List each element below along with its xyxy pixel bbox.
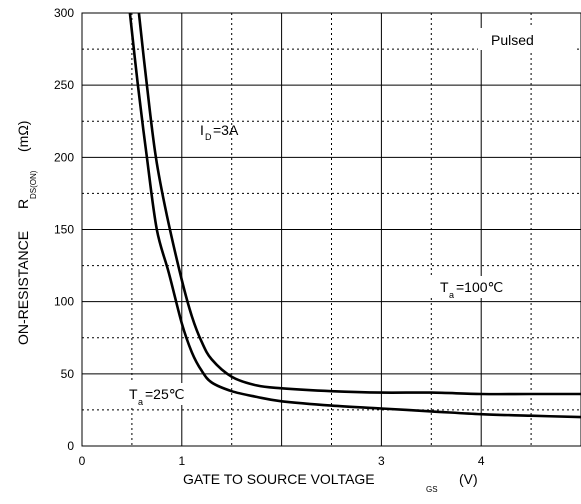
y-axis-subscript: DS(ON) [29,170,38,199]
id-prefix: I [200,122,204,138]
pulsed-label-bg [478,28,576,50]
x-axis-label: GATE TO SOURCE VOLTAGE [183,471,375,487]
ta100-prefix: T [440,279,449,295]
y-tick-label: 150 [54,223,74,237]
id-value: =3A [213,122,239,138]
x-tick-label: 1 [178,454,185,468]
y-tick-label: 300 [54,6,74,20]
y-tick-label: 200 [54,150,74,164]
x-tick-label: 0 [79,454,86,468]
ta100-annotation: T a =100℃ [430,276,512,300]
y-axis-label: ON-RESISTANCE [15,231,31,345]
id-subscript: D [205,132,212,142]
y-axis-title: ON-RESISTANCE R DS(ON) (mΩ) [15,121,38,345]
x-axis-subscript: GS [426,485,438,494]
ticks-layer: 0 1 3 4 0 50 100 150 200 250 300 [54,6,485,468]
ta100-value: =100℃ [456,279,503,295]
id-annotation: I D =3A [200,122,239,142]
ta25-label-bg [123,383,193,405]
series-line-ta100 [137,13,581,396]
ta25-subscript: a [138,397,143,407]
x-axis-unit: (V) [459,471,478,487]
y-axis-symbol: R [15,199,31,209]
series-line-ta25 [128,13,581,419]
series-layer [128,13,581,419]
ta25-prefix: T [129,386,138,402]
ta25-value: =25℃ [145,386,184,402]
x-tick-label: 4 [478,454,485,468]
y-tick-label: 100 [54,295,74,309]
pulsed-label: Pulsed [491,32,534,48]
x-axis-title: GATE TO SOURCE VOLTAGE GS (V) [183,471,478,494]
x-tick-label: 3 [378,454,385,468]
y-tick-label: 50 [61,367,75,381]
ta100-subscript: a [449,290,454,300]
ta25-annotation: T a =25℃ [123,383,193,407]
y-axis-unit: (mΩ) [15,121,31,152]
y-tick-label: 0 [67,439,74,453]
ta100-label-bg [430,276,512,298]
y-tick-label: 250 [54,78,74,92]
